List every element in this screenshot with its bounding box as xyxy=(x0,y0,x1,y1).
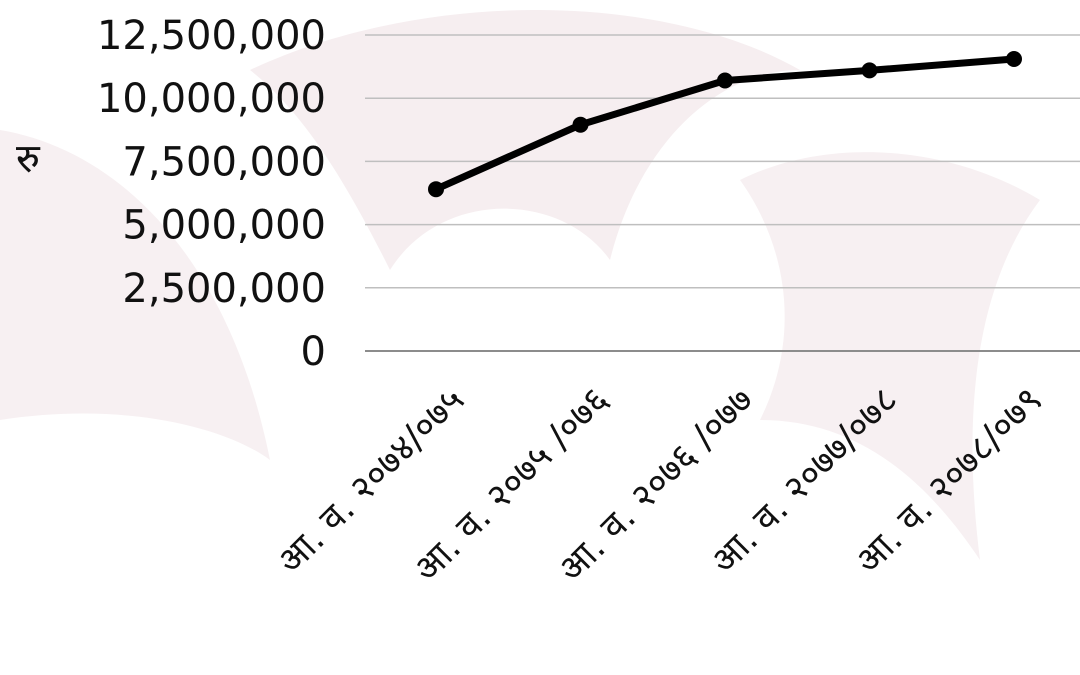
y-tick-label: 0 xyxy=(301,329,326,375)
y-axis-label: रु xyxy=(16,136,41,182)
y-tick-label: 2,500,000 xyxy=(122,266,326,312)
y-axis-ticks: 0 2,500,000 5,000,000 7,500,000 10,000,000 12… xyxy=(97,13,326,375)
y-tick-label: 12,500,000 xyxy=(97,13,326,59)
data-point xyxy=(861,62,878,79)
data-point xyxy=(717,72,733,89)
data-point xyxy=(1006,51,1022,68)
watermark-background xyxy=(0,10,1040,560)
grid-lines xyxy=(365,34,1080,352)
y-tick-label: 7,500,000 xyxy=(122,139,326,185)
data-point xyxy=(428,181,444,198)
y-tick-label: 5,000,000 xyxy=(122,203,326,249)
data-point xyxy=(572,116,589,133)
series-group xyxy=(428,51,1022,198)
y-tick-label: 10,000,000 xyxy=(97,76,326,122)
